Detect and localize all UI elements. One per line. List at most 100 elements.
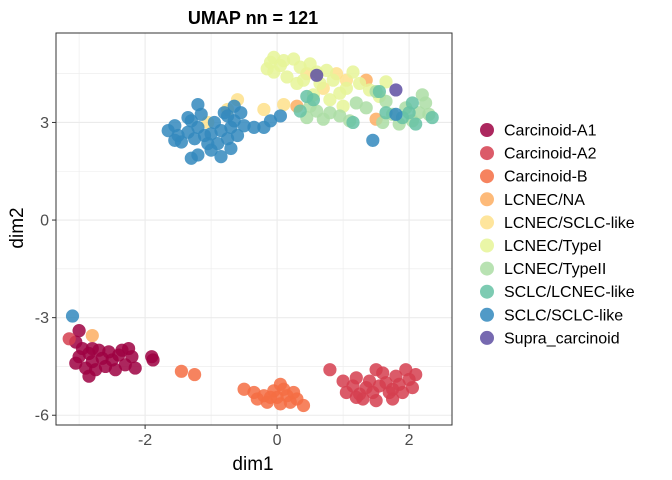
point-carcinoid-a2 (323, 363, 337, 377)
point-carcinoid-a1 (72, 324, 86, 338)
point-sclc-sclc-like (221, 109, 235, 123)
point-lcnec-typeii (359, 101, 373, 115)
point-lcnec-typeii (333, 109, 347, 123)
point-lcnec-typeii (415, 88, 429, 102)
legend-key (480, 238, 494, 253)
point-sclc-sclc-like (191, 97, 205, 112)
point-carcinoid-a2 (405, 380, 419, 395)
point-lcnec-typei (293, 60, 307, 74)
y-axis-ticks: -6 -3 0 3 (35, 115, 56, 425)
legend-label: SCLC/LCNEC-like (504, 284, 635, 301)
point-carcinoid-b (296, 398, 311, 413)
point-sclc-sclc-like (214, 150, 228, 164)
point-sclc-sclc-like (191, 148, 205, 162)
point-lcnec-sclc-like (257, 102, 271, 117)
legend-label: LCNEC/SCLC-like (504, 215, 635, 232)
point-sclc-sclc-like (211, 137, 225, 151)
point-carcinoid-a2 (386, 382, 400, 396)
point-sclc-lcnec-like (425, 110, 439, 125)
point-sclc-sclc-like (65, 309, 80, 323)
point-sclc-sclc-like (181, 110, 195, 125)
data-points (62, 50, 439, 413)
point-carcinoid-a2 (369, 394, 383, 408)
point-lcnec-typei (379, 75, 393, 89)
point-carcinoid-a1 (128, 361, 142, 375)
point-sclc-sclc-like (224, 141, 238, 156)
x-tick-label: -2 (138, 432, 152, 449)
point-lcnec-typei (346, 65, 360, 79)
point-sclc-sclc-like (263, 114, 278, 128)
point-carcinoid-a1 (85, 341, 99, 356)
plot-frame (55, 32, 453, 426)
point-carcinoid-b (174, 364, 188, 378)
point-carcinoid-a2 (369, 363, 383, 377)
legend-key (480, 330, 494, 345)
legend-label: LCNEC/TypeII (504, 261, 606, 278)
legend-key (480, 307, 494, 322)
y-tick-label: 0 (40, 213, 49, 230)
legend-label: Supra_carcinoid (504, 330, 620, 347)
point-carcinoid-a1 (69, 356, 83, 370)
legend-label: LCNEC/NA (504, 192, 585, 209)
point-carcinoid-b (188, 367, 202, 382)
point-carcinoid-b (237, 382, 251, 396)
point-lcnec-typei (320, 63, 334, 78)
x-tick-label: 2 (405, 432, 414, 449)
panel-border (55, 32, 453, 426)
point-sclc-sclc-like (188, 132, 202, 146)
point-lcnec-typei (339, 81, 353, 95)
point-carcinoid-a2 (349, 371, 363, 385)
point-sclc-sclc-like (273, 109, 287, 123)
point-carcinoid-a1 (79, 361, 93, 375)
point-sclc-sclc-like (168, 133, 182, 147)
point-lcnec-typei (277, 54, 291, 68)
legend: Carcinoid-A1 Carcinoid-A2 Carcinoid-B LCNEC… (480, 123, 635, 347)
legend-label: LCNEC/TypeI (504, 238, 602, 255)
point-lcnec-typei (280, 70, 294, 84)
point-lcnec-typei (326, 73, 340, 87)
legend-key (480, 169, 494, 184)
point-sclc-sclc-like (366, 133, 380, 147)
x-axis-ticks: -2 0 2 (138, 425, 414, 449)
point-sclc-sclc-like (247, 120, 261, 134)
y-tick-label: 3 (40, 115, 49, 132)
y-tick-label: -6 (35, 408, 49, 425)
point-sclc-sclc-like (204, 127, 218, 141)
point-sclc-sclc-like (389, 107, 403, 121)
x-axis-title: dim1 (232, 454, 273, 475)
point-lcnec-na (85, 328, 99, 343)
point-lcnec-typeii (323, 106, 337, 120)
point-carcinoid-a2 (362, 374, 377, 388)
point-sclc-sclc-like (237, 119, 251, 133)
point-sclc-lcnec-like (293, 104, 307, 118)
point-supra-carcinoid (310, 68, 324, 82)
point-sclc-lcnec-like (306, 93, 320, 107)
point-carcinoid-a2 (62, 332, 76, 346)
point-sclc-sclc-like (227, 99, 241, 113)
x-tick-label: 0 (273, 432, 282, 449)
point-sclc-lcnec-like (379, 106, 393, 120)
chart-title: UMAP nn = 121 (188, 8, 318, 28)
point-lcnec-typei (323, 93, 337, 107)
point-carcinoid-a1 (146, 353, 160, 367)
legend-label: Carcinoid-A1 (504, 123, 597, 140)
legend-key (480, 146, 494, 161)
point-lcnec-typeii (379, 94, 393, 108)
point-carcinoid-b (273, 377, 287, 391)
point-lcnec-typei (353, 76, 367, 91)
point-lcnec-typei (290, 76, 304, 91)
legend-key (480, 261, 494, 276)
point-sclc-lcnec-like (409, 117, 423, 131)
legend-key (480, 192, 494, 207)
point-carcinoid-a2 (386, 392, 400, 406)
point-carcinoid-a2 (336, 374, 350, 388)
point-lcnec-typeii (349, 96, 363, 110)
point-sclc-sclc-like (230, 128, 245, 143)
point-carcinoid-a1 (125, 350, 139, 364)
legend-key (480, 123, 494, 137)
point-lcnec-typeii (412, 106, 426, 120)
point-carcinoid-a2 (349, 390, 363, 404)
legend-key (480, 284, 494, 299)
point-sclc-lcnec-like (372, 84, 386, 99)
